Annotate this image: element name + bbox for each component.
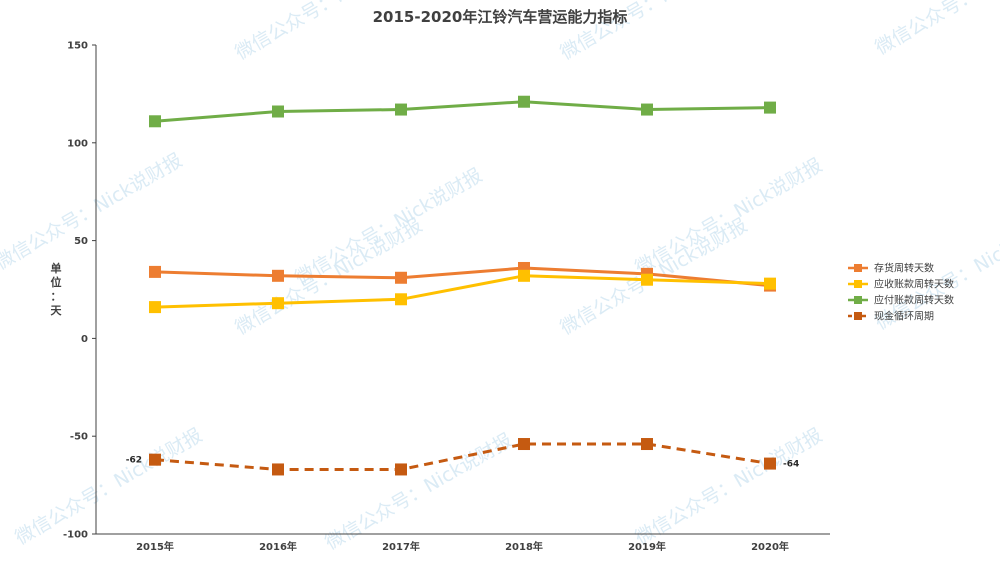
legend-label: 应付账款周转天数 [874,294,954,307]
series-layer [149,95,776,476]
watermark-text: 微信公众号：Nick说财报 [322,429,517,554]
legend-label: 现金循环周期 [874,310,934,323]
y-axis-label-char: 单 [51,261,62,275]
y-axis-label-char: ： [51,290,62,303]
x-tick-label: 2017年 [382,540,420,553]
series-marker [395,271,407,284]
series-marker [518,95,530,108]
chart-title: 2015-2020年江铃汽车营运能力指标 [373,8,628,26]
legend-label: 应收账款周转天数 [874,278,954,291]
series-line [154,274,771,309]
series-marker [272,297,284,310]
series-marker [641,273,653,286]
watermark-text: 微信公众号：Nick说财报 [632,424,827,549]
series-marker [518,438,530,451]
y-tick-label: -50 [70,432,88,443]
series-line [154,442,771,471]
legend-marker [854,312,862,320]
series-marker [272,269,284,282]
x-tick-label: 2016年 [259,540,297,553]
x-tick-label: 2018年 [505,540,543,553]
series-marker [395,103,407,116]
series-line [154,100,771,123]
y-axis-label: 单位：天 [51,261,63,317]
data-label: -62 [126,456,142,466]
series-marker [518,269,530,282]
legend-marker [854,264,862,272]
y-tick-label: 150 [67,41,88,52]
x-tick-label: 2020年 [751,540,789,553]
legend-item: 存货周转天数 [848,262,934,275]
legend-item: 应收账款周转天数 [848,278,954,291]
watermark-text: 微信公众号：Nick说财报 [872,0,1000,59]
series-marker [395,293,407,306]
data-label: -64 [783,460,799,470]
series-marker [764,277,776,290]
series-marker [149,453,161,466]
watermark-text: 微信公众号：Nick说财报 [292,164,487,289]
y-axis-label-char: 天 [51,304,63,317]
legend-marker [854,280,862,288]
series-marker [149,301,161,314]
y-tick-label: 100 [67,138,88,149]
axes: 150 100 50 0 -50 -100 2015年 2016年 2017年 2018年 2019… [63,41,830,553]
legend-item: 现金循环周期 [848,310,934,323]
series-marker [272,105,284,118]
series-marker [641,438,653,451]
series-group [149,438,776,476]
watermark-text: 微信公众号：Nick说财报 [0,149,186,274]
watermark-text: 微信公众号：Nick说财报 [632,154,827,279]
y-tick-label: 50 [74,236,88,247]
legend-label: 存货周转天数 [874,262,934,275]
watermark-text: 微信公众号：Nick说财报 [12,424,207,549]
series-group [149,95,776,128]
y-tick-label: -100 [63,530,88,541]
x-tick-label: 2015年 [136,540,174,553]
series-marker [149,265,161,278]
legend-marker [854,296,862,304]
series-group [149,269,776,314]
series-marker [149,115,161,128]
data-labels: -62 -64 [126,456,800,470]
legend-item: 应付账款周转天数 [848,294,954,307]
series-marker [641,103,653,116]
series-marker [764,101,776,114]
y-tick-label: 0 [81,334,88,345]
series-line [154,266,771,288]
x-tick-label: 2019年 [628,540,666,553]
series-marker [764,457,776,470]
series-marker [395,463,407,476]
y-axis-label-char: 位 [51,275,62,289]
series-marker [272,463,284,476]
